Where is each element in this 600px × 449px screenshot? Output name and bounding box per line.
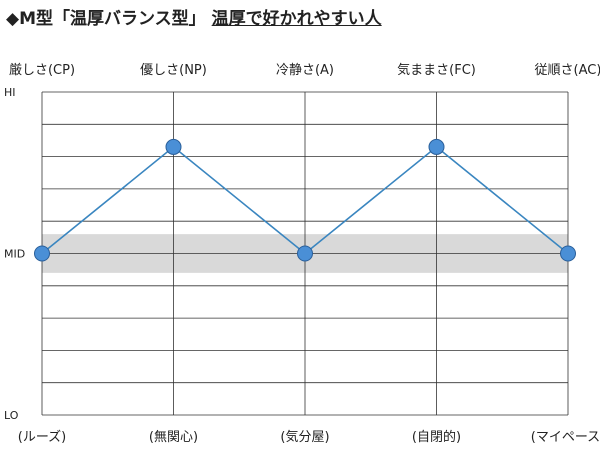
bottom-label: (気分屋): [280, 429, 329, 445]
category-label: 従順さ(AC): [535, 63, 600, 78]
y-tick-label: LO: [4, 409, 19, 422]
y-tick-label: MID: [4, 248, 25, 261]
bottom-label: (無関心): [149, 430, 198, 445]
category-label: 厳しさ(CP): [9, 63, 75, 78]
y-tick-label: HI: [4, 86, 16, 99]
data-point: [297, 245, 313, 262]
bottom-label: (ルーズ): [18, 429, 67, 445]
category-label: 気ままさ(FC): [397, 62, 476, 78]
chart-subtitle: 温厚で好かれやすい人: [211, 9, 382, 29]
chart-title: ◆M型「温厚バランス型」 温厚で好かれやすい人: [6, 4, 382, 29]
data-point: [34, 245, 50, 262]
data-point: [428, 138, 445, 155]
data-point: [560, 245, 576, 262]
category-label: 優しさ(NP): [140, 63, 207, 78]
category-label: 冷静さ(A): [276, 63, 334, 78]
bottom-label: (マイペース): [531, 430, 600, 445]
chart-title-main: ◆M型「温厚バランス型」: [6, 9, 206, 29]
bottom-label: (自閉的): [412, 429, 461, 445]
data-point: [165, 138, 182, 155]
